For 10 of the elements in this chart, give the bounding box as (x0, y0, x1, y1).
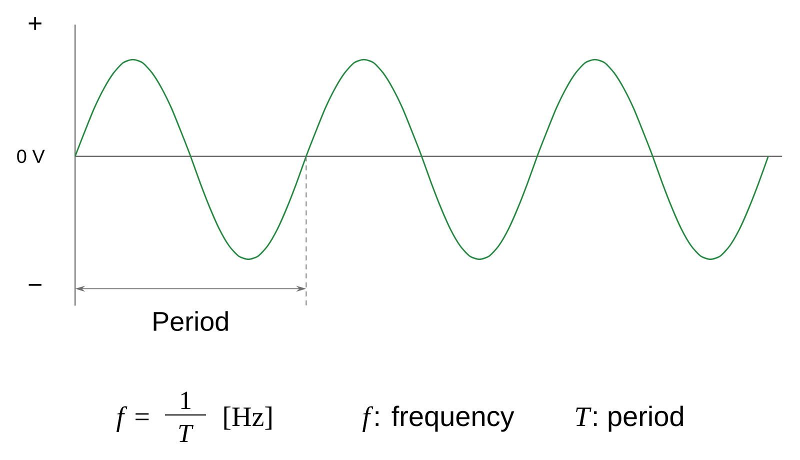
text: T (179, 424, 194, 442)
text: 1 (181, 392, 190, 409)
text: [Hz] (224, 406, 272, 430)
text: − (28, 284, 42, 286)
text: T: period (576, 406, 683, 432)
text: f: frequency (362, 406, 514, 432)
text: Period (154, 311, 228, 331)
text: 0 V (17, 150, 45, 164)
text: + (28, 17, 42, 30)
text: f = (116, 406, 149, 432)
